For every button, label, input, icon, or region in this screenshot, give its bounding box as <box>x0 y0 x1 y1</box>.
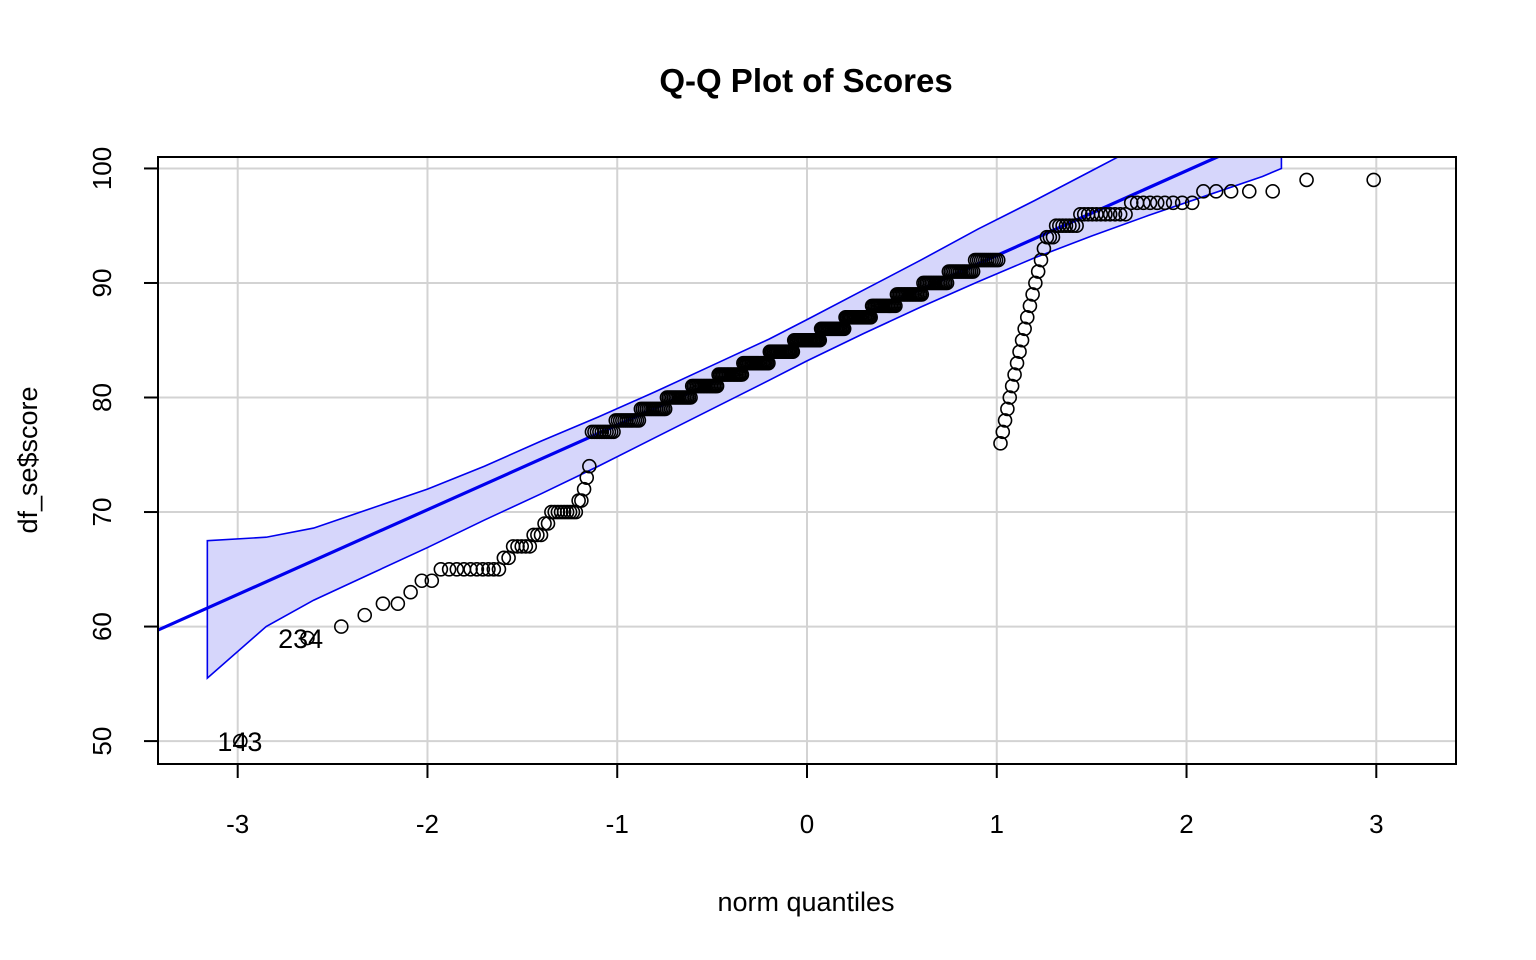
outlier-label: 143 <box>217 727 262 757</box>
data-point <box>1017 321 1032 337</box>
x-tick-label: -1 <box>606 809 629 839</box>
data-point <box>403 584 418 600</box>
data-point <box>1055 218 1070 234</box>
confidence-band-area <box>206 157 1283 680</box>
data-point <box>1118 206 1133 222</box>
data-point <box>1366 172 1381 188</box>
outlier-label: 234 <box>278 624 323 654</box>
data-point <box>526 527 541 543</box>
data-point <box>486 562 502 577</box>
data-point <box>1019 310 1035 325</box>
data-point <box>530 527 545 543</box>
data-point <box>997 413 1013 428</box>
data-point <box>1112 206 1128 222</box>
data-point <box>1098 206 1113 222</box>
data-point <box>1208 184 1224 199</box>
x-tick-label: 0 <box>800 809 814 839</box>
y-tick-label: 80 <box>87 383 117 412</box>
data-point <box>1184 195 1200 211</box>
data-point <box>496 550 512 566</box>
data-point <box>1107 206 1123 222</box>
data-point <box>582 458 597 474</box>
data-point <box>1102 206 1118 222</box>
data-point <box>990 252 1006 268</box>
data-point <box>1022 298 1038 314</box>
data-point <box>475 562 491 577</box>
data-point <box>1062 218 1077 234</box>
y-tick-label: 100 <box>87 147 117 190</box>
data-point <box>1030 264 1046 279</box>
x-tick-label: 3 <box>1369 809 1383 839</box>
data-point <box>993 436 1008 451</box>
data-point <box>568 504 584 520</box>
x-axis: -3 -2 -1 0 1 2 3 <box>226 763 1384 839</box>
data-point <box>441 562 457 577</box>
x-tick-label: -2 <box>416 809 439 839</box>
grid <box>158 157 1456 764</box>
data-point <box>1241 184 1257 199</box>
data-point <box>574 493 589 508</box>
data-point <box>1007 367 1022 382</box>
y-tick-label: 50 <box>87 727 117 756</box>
data-point <box>1142 195 1158 211</box>
data-point <box>333 619 349 634</box>
data-point <box>1012 344 1027 359</box>
data-point <box>233 733 248 749</box>
data-point <box>300 630 315 646</box>
data-point <box>481 562 496 577</box>
x-tick-label: -3 <box>226 809 249 839</box>
data-point <box>514 539 530 554</box>
chart-title: Q-Q Plot of Scores <box>659 62 952 99</box>
data-point <box>469 562 485 577</box>
data-point <box>1014 332 1030 348</box>
data-point <box>1009 355 1025 371</box>
data-points <box>233 172 1381 749</box>
data-point <box>1058 218 1074 234</box>
x-axis-label: norm quantiles <box>717 887 894 917</box>
data-point <box>1002 390 1018 405</box>
data-point <box>1157 195 1173 211</box>
confidence-band <box>206 157 1283 680</box>
data-point <box>518 539 534 554</box>
data-point <box>579 470 595 485</box>
data-point <box>1223 184 1239 199</box>
x-tick-label: 2 <box>1179 809 1193 839</box>
point-labels: 143 234 <box>217 624 323 757</box>
data-point <box>1174 195 1190 211</box>
data-point <box>1025 287 1040 302</box>
data-point <box>995 424 1011 440</box>
data-point <box>414 573 430 589</box>
y-tick-label: 90 <box>87 269 117 298</box>
data-point <box>375 596 391 611</box>
data-point <box>537 516 552 531</box>
data-point <box>1028 275 1043 291</box>
data-point <box>1149 195 1165 211</box>
data-point <box>1000 401 1015 417</box>
y-tick-label: 70 <box>87 498 117 527</box>
data-point <box>1299 172 1314 188</box>
data-point <box>1165 195 1181 211</box>
data-point <box>390 596 406 611</box>
data-point <box>424 573 440 589</box>
data-point <box>576 481 592 497</box>
data-point <box>1004 378 1020 394</box>
x-tick-label: 1 <box>990 809 1004 839</box>
data-point <box>1265 184 1281 199</box>
data-point <box>357 607 373 623</box>
data-point <box>1065 218 1081 234</box>
y-axis: 50 60 70 80 90 100 <box>87 147 159 756</box>
y-axis-label: df_se$score <box>13 386 43 533</box>
data-point <box>433 562 449 577</box>
data-point <box>1093 206 1109 222</box>
y-tick-label: 60 <box>87 612 117 641</box>
data-point <box>1073 206 1088 222</box>
